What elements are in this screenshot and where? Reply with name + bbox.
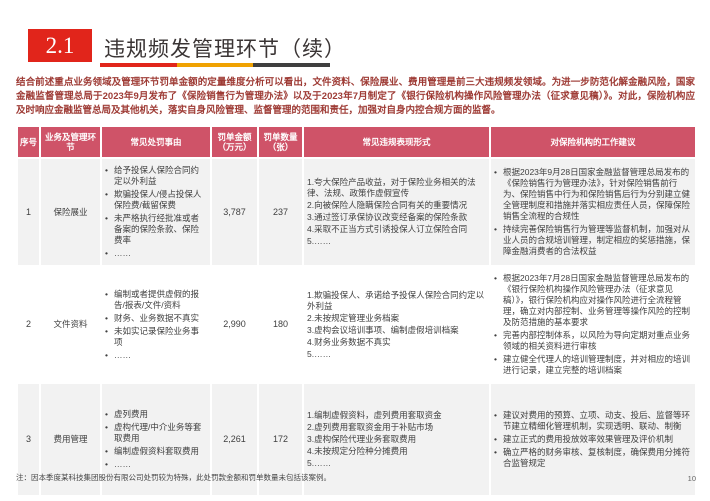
list-item: 3.通过签订承保协议改变经备案的保险条款 [307, 212, 468, 222]
list-item: 建议对费用的预算、立项、动支、投后、监督等环节建立精细化管理机制，实现透明、联动… [494, 410, 692, 432]
list-item: 2.未按规定管理业务档案 [307, 312, 400, 323]
intro-paragraph: 结合前述重点业务领域及管理环节罚单金额的定量维度分析可以看出，文件资料、保险展业… [16, 77, 695, 116]
violations-list: 1.夸大保险产品收益，对于保险业务相关的法律、法规、政策作虚假宣传 2.向被保险人… [307, 177, 486, 247]
list-item: 建立健全代理人的培训管理制度，并对相应的培训进行记录，建立完整的培训档案 [494, 354, 692, 376]
list-item: 2.向被保险人隐瞒保险合同有关的重要情况 [307, 200, 468, 210]
list-item: 财务、业务数据不真实 [105, 313, 207, 324]
list-item: 编制虚假资料套取费用 [105, 446, 207, 457]
row-suggestions: 根据2023年9月28日国家金融监督管理总局发布的《保险销售行为管理办法》，针对… [489, 157, 697, 267]
list-item: 欺骗投保人/侵占投保人保险费/截留保费 [105, 189, 207, 211]
row-count: 180 [257, 265, 304, 384]
row-violations: 1.夸大保险产品收益，对于保险业务相关的法律、法规、政策作虚假宣传 2.向被保险人… [302, 157, 491, 267]
row-suggestions: 建议对费用的预算、立项、动支、投后、监督等环节建立精细化管理机制，实现透明、联动… [489, 382, 697, 497]
list-item: 根据2023年7月28日国家金融监督管理总局发布的《银行保险机构操作风险管理办法… [494, 273, 692, 328]
underline-segment-dark [253, 63, 330, 67]
list-item: 建立正式的费用投放效率效果管理及评价机制 [494, 434, 692, 445]
row-suggestions: 根据2023年7月28日国家金融监督管理总局发布的《银行保险机构操作风险管理办法… [489, 265, 697, 384]
list-item: 5.…… [307, 348, 332, 359]
list-item: 确立严格的财务审核、复核制度，确保费用分摊符合监管规定 [494, 447, 692, 469]
col-header-violations: 常见违规表现形式 [302, 125, 491, 159]
penalty-table-container: 序号 业务及管理环节 常见处罚事由 罚单金额（万元） 罚单数量（张） 常见违规表… [16, 125, 697, 497]
list-item: …… [105, 350, 207, 361]
suggestions-list: 建议对费用的预算、立项、动支、投后、监督等环节建立精细化管理机制，实现透明、联动… [494, 410, 692, 469]
reasons-list: 给予投保人保险合同约定以外利益欺骗投保人/侵占投保人保险费/截留保费未严格执行经… [105, 165, 207, 259]
row-reasons: 给予投保人保险合同约定以外利益欺骗投保人/侵占投保人保险费/截留保费未严格执行经… [100, 157, 212, 267]
row-index: 1 [16, 157, 41, 267]
table-row: 2 文件资料 编制或者提供虚假的报告/报表/文件/资料财务、业务数据不真实未如实… [16, 265, 697, 384]
list-item: 持续完善保险销售行为管理等监督机制，加强对从业人员的合规培训管理，制定相应的奖惩… [494, 224, 692, 257]
row-amount: 2,261 [210, 382, 259, 497]
list-item: 5.…… [307, 458, 332, 468]
list-item: 未严格执行经批准或者备案的保险条款、保险费率 [105, 213, 207, 246]
list-item: 虚构代理/中介业务等套取费用 [105, 422, 207, 444]
list-item: 根据2023年9月28日国家金融监督管理总局发布的《保险销售行为管理办法》，针对… [494, 167, 692, 222]
penalty-table: 序号 业务及管理环节 常见处罚事由 罚单金额（万元） 罚单数量（张） 常见违规表… [16, 125, 697, 497]
list-item: 虚列费用 [105, 409, 207, 420]
section-number-badge: 2.1 [28, 29, 92, 62]
list-item: 1.编制虚假资料，虚列费用套取资金 [307, 410, 442, 420]
table-header-row: 序号 业务及管理环节 常见处罚事由 罚单金额（万元） 罚单数量（张） 常见违规表… [16, 125, 697, 159]
suggestions-list: 根据2023年9月28日国家金融监督管理总局发布的《保险销售行为管理办法》，针对… [494, 167, 692, 257]
col-header-category: 业务及管理环节 [39, 125, 102, 159]
list-item: 编制或者提供虚假的报告/报表/文件/资料 [105, 289, 207, 311]
page-number: 10 [687, 474, 696, 483]
row-category: 文件资料 [39, 265, 102, 384]
title-underline-bar [100, 63, 330, 67]
underline-segment-red [100, 63, 177, 67]
list-item: …… [105, 248, 207, 259]
col-header-reasons: 常见处罚事由 [100, 125, 212, 159]
suggestions-list: 根据2023年7月28日国家金融监督管理总局发布的《银行保险机构操作风险管理办法… [494, 273, 692, 376]
row-violations: 1.欺骗投保人、承诺给予投保人保险合同约定以外利益 2.未按规定管理业务档案 3.虚… [302, 265, 491, 384]
row-reasons: 虚列费用虚构代理/中介业务等套取费用编制虚假资料套取费用 …… [100, 382, 212, 497]
underline-segment-orange [176, 63, 254, 67]
list-item: 4.财务业务数据不真实 [307, 336, 391, 347]
row-index: 2 [16, 265, 41, 384]
row-category: 保险展业 [39, 157, 102, 267]
row-category: 费用管理 [39, 382, 102, 497]
col-header-amount: 罚单金额（万元） [210, 125, 259, 159]
section-number: 2.1 [45, 32, 75, 58]
row-violations: 1.编制虚假资料，虚列费用套取资金 2.虚列费用套取资金用于补贴市场 3.虚构保险代… [302, 382, 491, 497]
row-index: 3 [16, 382, 41, 497]
row-count: 237 [257, 157, 304, 267]
page-title: 违规频发管理环节（续） [104, 37, 346, 61]
row-amount: 2,990 [210, 265, 259, 384]
violations-list: 1.编制虚假资料，虚列费用套取资金 2.虚列费用套取资金用于补贴市场 3.虚构保险代… [307, 410, 486, 469]
col-header-count: 罚单数量（张） [257, 125, 304, 159]
list-item: 1.夸大保险产品收益，对于保险业务相关的法律、法规、政策作虚假宣传 [307, 177, 476, 198]
list-item: 4.未按规定分险种分摊费用 [307, 446, 408, 456]
row-count: 172 [257, 382, 304, 497]
table-row: 1 保险展业 给予投保人保险合同约定以外利益欺骗投保人/侵占投保人保险费/截留保… [16, 157, 697, 267]
reasons-list: 编制或者提供虚假的报告/报表/文件/资料财务、业务数据不真实未如实记录保险业务事… [105, 289, 207, 361]
list-item: 5.…… [307, 236, 332, 246]
list-item: 4.采取不正当方式引诱投保人订立保险合同 [307, 224, 468, 234]
list-item: 给予投保人保险合同约定以外利益 [105, 165, 207, 187]
list-item: 3.虚构保险代理业务套取费用 [307, 434, 417, 444]
row-reasons: 编制或者提供虚假的报告/报表/文件/资料财务、业务数据不真实未如实记录保险业务事… [100, 265, 212, 384]
list-item: 1.欺骗投保人、承诺给予投保人保险合同约定以外利益 [307, 289, 485, 311]
list-item: 完善内部控制体系，以风险为导向定期对重点业务领域的相关资料进行审核 [494, 330, 692, 352]
list-item: 2.虚列费用套取资金用于补贴市场 [307, 422, 434, 432]
list-item: …… [105, 459, 207, 470]
list-item: 未如实记录保险业务事项 [105, 326, 207, 348]
table-row: 3 费用管理 虚列费用虚构代理/中介业务等套取费用编制虚假资料套取费用 …… 2,… [16, 382, 697, 497]
list-item: 3.虚构会议培训事项、编制虚假培训档案 [307, 324, 459, 335]
footnote: 注：因本季度某科技集团股份有限公司处罚较为特殊，此处罚款金额和罚单数量未包括该案… [16, 473, 331, 482]
col-header-index: 序号 [16, 125, 41, 159]
row-amount: 3,787 [210, 157, 259, 267]
violations-list: 1.欺骗投保人、承诺给予投保人保险合同约定以外利益 2.未按规定管理业务档案 3.虚… [307, 290, 486, 360]
reasons-list: 虚列费用虚构代理/中介业务等套取费用编制虚假资料套取费用 …… [105, 409, 207, 470]
col-header-suggestions: 对保险机构的工作建议 [489, 125, 697, 159]
